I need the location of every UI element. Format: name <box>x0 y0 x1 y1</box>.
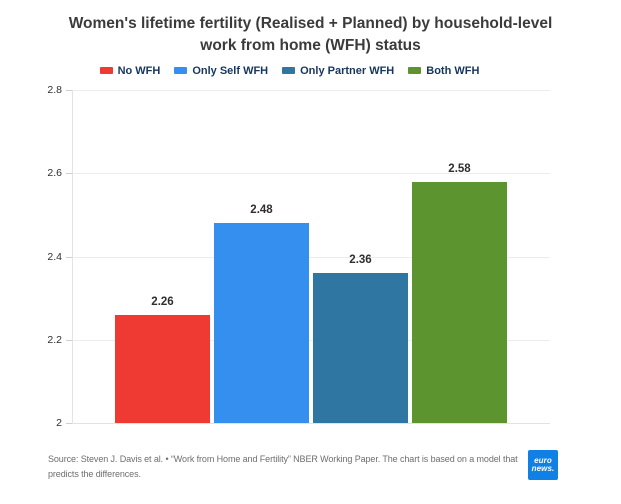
y-axis-line <box>72 90 73 423</box>
euronews-logo-text-line1: euro <box>534 456 552 465</box>
gridline-2.8 <box>72 90 550 91</box>
y-tick-label: 2.6 <box>47 167 62 179</box>
euronews-logo: euro news. <box>528 450 558 480</box>
chart-title: Women's lifetime fertility (Realised + P… <box>68 15 553 54</box>
gridline-2.2 <box>72 340 550 341</box>
y-axis-tick <box>66 173 72 174</box>
bar-both-wfh <box>412 182 507 423</box>
legend: No WFH Only Self WFH Only Partner WFH Both … <box>0 63 600 78</box>
euronews-logo-text-line2: news. <box>531 464 555 473</box>
legend-item-only-self-wfh: Only Self WFH <box>174 65 268 77</box>
bar-only-self-wfh <box>214 223 309 423</box>
bar-only-partner-wfh <box>313 273 408 423</box>
y-tick-label: 2 <box>56 417 62 429</box>
source-note: Source: Steven J. Davis et al. • “Work f… <box>48 454 518 479</box>
value-label-only-partner-wfh: 2.36 <box>349 254 372 266</box>
value-label-both-wfh: 2.58 <box>448 163 471 175</box>
legend-label-no-wfh: No WFH <box>117 64 161 77</box>
gridline-2.4 <box>72 257 550 258</box>
legend-swatch-no-wfh <box>99 67 113 74</box>
y-tick-label: 2.4 <box>47 251 62 263</box>
value-label-no-wfh: 2.26 <box>151 296 174 308</box>
legend-swatch-only-partner-wfh <box>282 67 296 74</box>
value-label-only-self-wfh: 2.48 <box>250 204 273 216</box>
legend-swatch-both-wfh <box>408 67 422 74</box>
legend-item-no-wfh: No WFH <box>99 64 161 77</box>
bar-no-wfh <box>115 315 210 423</box>
y-axis-tick <box>66 90 72 91</box>
legend-label-both-wfh: Both WFH <box>426 64 480 77</box>
legend-item-only-partner-wfh: Only Partner WFH <box>282 65 394 77</box>
y-axis-tick <box>66 340 72 341</box>
legend-label-only-self-wfh: Only Self WFH <box>192 64 269 77</box>
legend-label-only-partner-wfh: Only Partner WFH <box>300 64 395 77</box>
y-axis-tick <box>66 423 72 424</box>
legend-item-both-wfh: Both WFH <box>408 65 479 77</box>
gridline-2 <box>72 423 550 424</box>
y-tick-label: 2.2 <box>47 334 62 346</box>
y-axis-tick <box>66 257 72 258</box>
y-tick-label: 2.8 <box>47 84 62 96</box>
legend-swatch-only-self-wfh <box>174 67 188 74</box>
gridline-2.6 <box>72 173 550 174</box>
